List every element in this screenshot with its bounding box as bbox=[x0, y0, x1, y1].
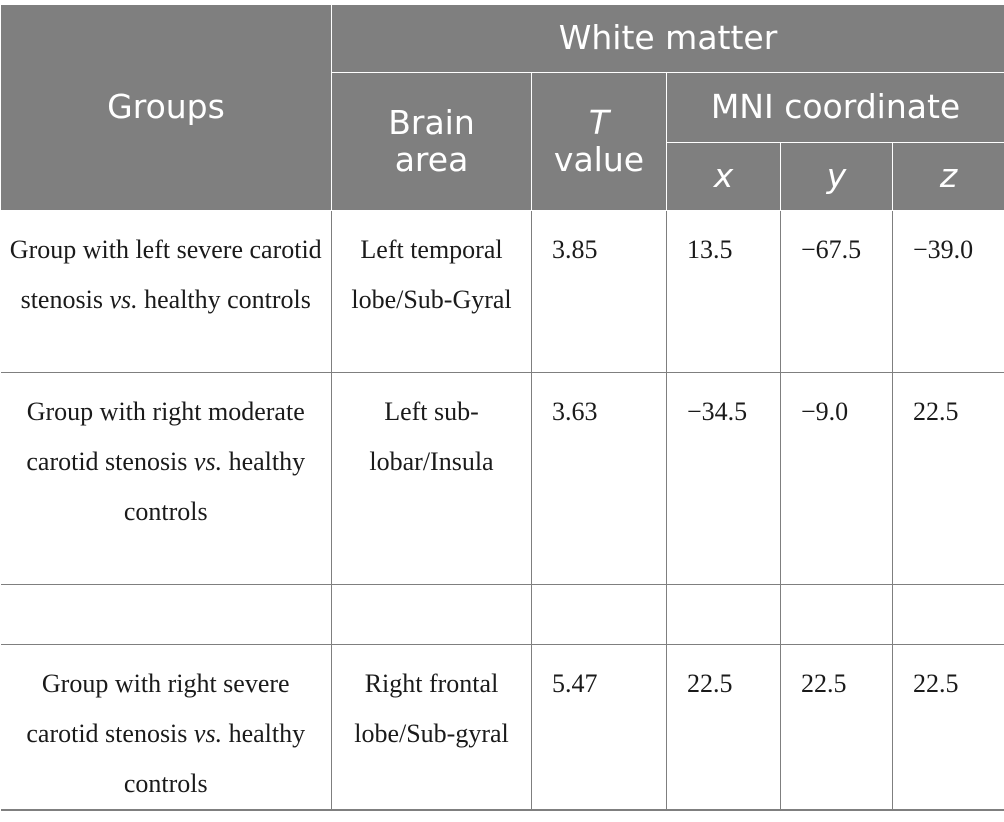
t-value-cell: 5.47 bbox=[531, 643, 667, 811]
white-matter-header: White matter bbox=[330, 4, 1004, 73]
x-header: x bbox=[666, 142, 781, 211]
groups-header: Groups bbox=[0, 4, 332, 211]
z-cell: −39.0 bbox=[891, 210, 1004, 373]
y-cell bbox=[780, 584, 893, 645]
y-cell: −67.5 bbox=[780, 210, 893, 373]
vs-text: vs. bbox=[193, 718, 223, 748]
y-cell: 22.5 bbox=[780, 643, 893, 811]
brain-area-cell: Left temporal lobe/Sub-Gyral bbox=[331, 210, 532, 373]
z-cell: 22.5 bbox=[891, 643, 1004, 811]
x-cell: 22.5 bbox=[666, 643, 781, 811]
brain-area-cell: Right frontal lobe/Sub-gyral bbox=[331, 643, 532, 811]
group-cell: Group with left severe carotid stenosis … bbox=[0, 210, 332, 373]
brain-area-cell: Left sub-lobar/Insula bbox=[331, 372, 532, 585]
x-cell bbox=[666, 584, 781, 645]
z-cell bbox=[891, 584, 1004, 645]
x-cell: −34.5 bbox=[666, 372, 781, 585]
table-row: Group with right severe carotid stenosis… bbox=[0, 643, 1004, 811]
brain-area-text: Left temporal lobe/Sub-Gyral bbox=[351, 235, 512, 314]
results-table: Groups White matter Brain area T value M… bbox=[0, 4, 1004, 811]
group-cell: Group with right moderate carotid stenos… bbox=[0, 372, 332, 585]
vs-text: vs. bbox=[109, 284, 138, 314]
z-header: z bbox=[891, 142, 1004, 211]
t-value-word: value bbox=[553, 139, 645, 179]
group-text-end: healthy controls bbox=[137, 284, 311, 314]
table-row: Group with right moderate carotid stenos… bbox=[0, 372, 1004, 585]
t-value-cell bbox=[531, 584, 667, 645]
group-text-end: healthy controls bbox=[123, 446, 306, 526]
brain-area-text: Right frontal lobe/Sub-gyral bbox=[354, 669, 509, 748]
t-value-cell: 3.63 bbox=[531, 372, 667, 585]
vs-text: vs. bbox=[193, 446, 223, 476]
y-header: y bbox=[780, 142, 893, 211]
brain-area-header: Brain area bbox=[331, 72, 532, 211]
brain-area-cell bbox=[331, 584, 532, 645]
group-cell: Group with right severe carotid stenosis… bbox=[0, 643, 332, 811]
group-text: Group with right moderate carotid stenos… bbox=[26, 397, 305, 476]
brain-area-text: Left sub-lobar/Insula bbox=[369, 397, 494, 476]
y-cell: −9.0 bbox=[780, 372, 893, 585]
t-value-letter: T bbox=[588, 103, 610, 143]
x-cell: 13.5 bbox=[666, 210, 781, 373]
table-row-empty bbox=[0, 584, 1004, 645]
table-row: Group with left severe carotid stenosis … bbox=[0, 210, 1004, 373]
brain-area-header-text: Brain area bbox=[388, 103, 475, 179]
t-value-cell: 3.85 bbox=[531, 210, 667, 373]
group-text: Group with right severe carotid stenosis bbox=[26, 669, 290, 748]
group-text: Group with left severe carotid stenosis bbox=[9, 235, 322, 314]
group-text-end: healthy controls bbox=[123, 718, 306, 798]
t-value-header: T value bbox=[531, 72, 667, 211]
z-cell: 22.5 bbox=[891, 372, 1004, 585]
mni-coordinate-header: MNI coordinate bbox=[665, 72, 1004, 143]
group-cell bbox=[0, 584, 332, 645]
